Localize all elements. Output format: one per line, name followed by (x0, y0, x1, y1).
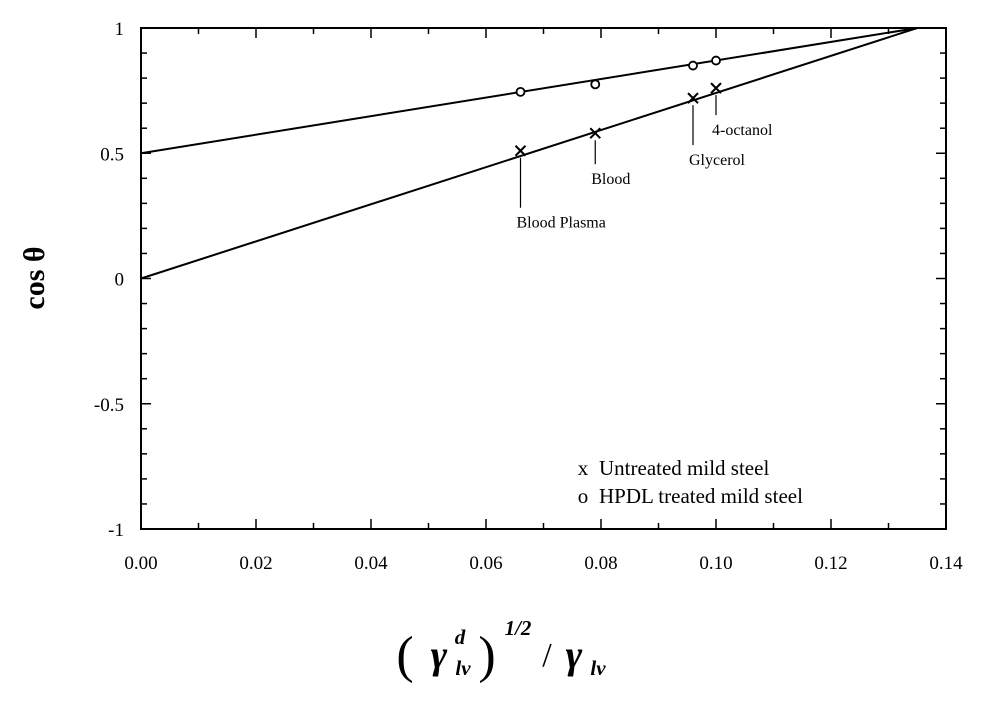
ticks-layer (140, 27, 947, 530)
x-tick-label: 0.08 (584, 553, 617, 574)
x-axis-label-symbol: γ (431, 632, 448, 677)
fit-line (140, 27, 918, 280)
data-point-x (687, 92, 699, 104)
annotation-label: Blood Plasma (517, 215, 606, 232)
annotation-label: Glycerol (689, 152, 746, 169)
legend-marker: o (578, 484, 589, 508)
x-tick-label: 0.10 (699, 553, 732, 574)
markers-layer (514, 55, 722, 157)
annotation-label: Blood (591, 171, 630, 188)
x-tick-label: 0.12 (814, 553, 847, 574)
tick-labels-layer: 0.00 0.02 0.04 0.06 0.08 0.10 0.12 0.14 1 0.5 0 -0.… (94, 19, 963, 574)
x-axis-label-denominator-symbol: γ (566, 632, 583, 677)
legend-marker: x (578, 456, 589, 480)
x-tick-label: 0.06 (469, 553, 502, 574)
plot-frame (140, 27, 947, 530)
x-axis-label-right-paren: ) (478, 627, 495, 684)
fit-lines-layer (140, 27, 918, 280)
data-point-x-stroke (514, 145, 527, 157)
legend-label: Untreated mild steel (599, 456, 769, 480)
x-tick-label: 0.00 (124, 553, 157, 574)
data-point-o (590, 79, 601, 90)
y-tick-label: 0.5 (100, 144, 124, 165)
data-point-o (711, 55, 721, 66)
x-tick-label: 0.02 (239, 553, 272, 574)
x-axis-label: ( γ d lv ) 1/2 / γ lv (396, 616, 606, 684)
data-point-x-stroke (710, 82, 722, 94)
annotation-label: 4-octanol (712, 122, 773, 139)
x-axis-label-exponent: 1/2 (505, 616, 532, 640)
y-tick-label: 0 (115, 270, 125, 291)
data-point-x (710, 82, 722, 94)
x-axis-label-subscript: lv (455, 656, 471, 680)
y-tick-label: 1 (115, 19, 125, 40)
legend: x Untreated mild steel o HPDL treated mild … (578, 456, 803, 508)
y-tick-label: -0.5 (94, 395, 124, 416)
data-point-o (515, 86, 526, 97)
x-axis-label-left-paren: ( (396, 627, 413, 684)
data-point-x (589, 127, 601, 139)
y-axis-label: cos θ (18, 246, 51, 309)
legend-label: HPDL treated mild steel (599, 484, 803, 508)
annotations-layer: Blood Plasma Blood Glycerol 4-octanol (517, 95, 773, 232)
data-point-x-stroke (589, 127, 601, 139)
x-axis-label-superscript: d (455, 625, 466, 649)
y-tick-label: -1 (108, 520, 124, 541)
x-tick-label: 0.14 (929, 553, 963, 574)
x-axis-label-separator: / (542, 637, 552, 674)
x-tick-label: 0.04 (354, 553, 388, 574)
fit-line (140, 27, 918, 155)
data-point-x (514, 145, 527, 157)
x-axis-label-denominator-subscript: lv (590, 656, 606, 680)
data-point-x-stroke (687, 92, 699, 104)
data-point-o (688, 60, 698, 71)
